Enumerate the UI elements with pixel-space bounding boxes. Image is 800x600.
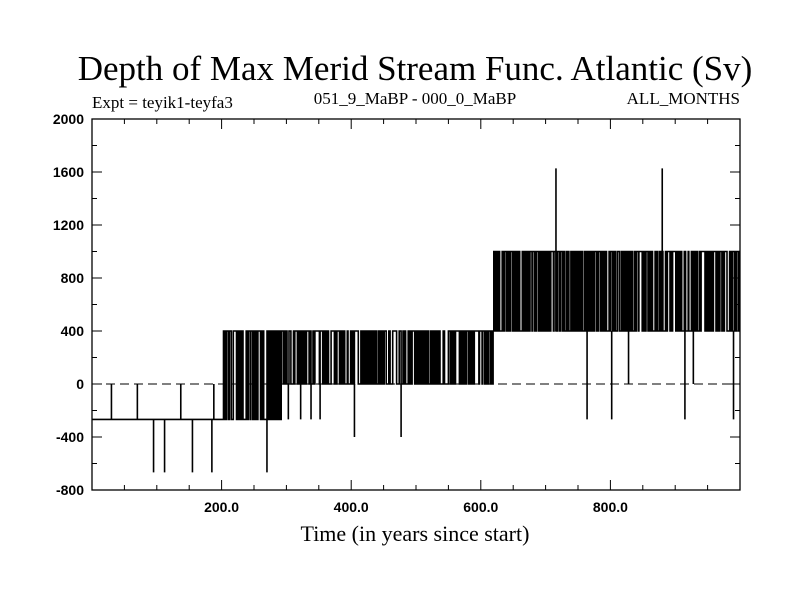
- y-tick-label: 1600: [53, 164, 84, 180]
- y-tick-label: 1200: [53, 217, 84, 233]
- experiment-label: Expt = teyik1-teyfa3: [92, 93, 233, 112]
- y-axis: -800 -400 0 400 800 1200 1600 2000: [53, 111, 740, 498]
- plot-frame: [91, 118, 741, 491]
- y-tick-label: 0: [76, 376, 84, 392]
- season-label: ALL_MONTHS: [627, 89, 740, 108]
- x-tick-label: 400.0: [334, 499, 369, 515]
- y-tick-label: 400: [61, 323, 85, 339]
- x-axis-label: Time (in years since start): [301, 521, 530, 546]
- y-tick-label: -400: [56, 429, 84, 445]
- x-tick-label: 800.0: [593, 499, 628, 515]
- data-spikes: [110, 168, 735, 473]
- data-line: [92, 250, 741, 421]
- x-axis: 200.0 400.0 600.0 800.0: [123, 119, 709, 515]
- y-tick-label: -800: [56, 482, 84, 498]
- x-tick-label: 200.0: [204, 499, 239, 515]
- y-tick-label: 2000: [53, 111, 84, 127]
- x-tick-label: 600.0: [463, 499, 498, 515]
- period-label: 051_9_MaBP - 000_0_MaBP: [314, 89, 516, 108]
- y-tick-label: 800: [61, 270, 85, 286]
- chart-title: Depth of Max Merid Stream Func. Atlantic…: [78, 49, 753, 88]
